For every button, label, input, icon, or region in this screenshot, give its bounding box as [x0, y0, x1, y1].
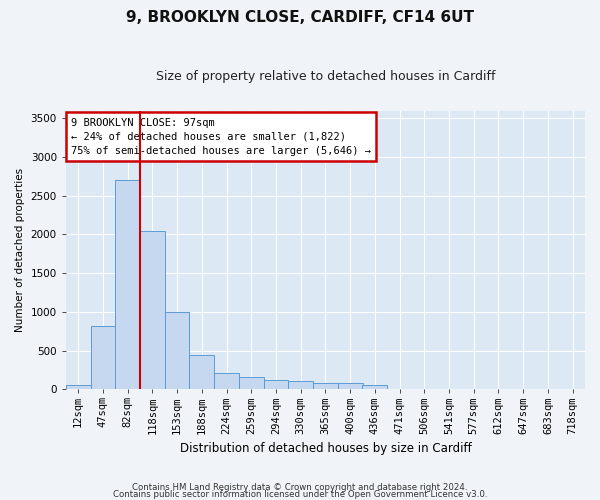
Bar — [313, 384, 338, 389]
Bar — [140, 230, 165, 389]
Bar — [165, 312, 190, 389]
Bar — [338, 384, 362, 389]
X-axis label: Distribution of detached houses by size in Cardiff: Distribution of detached houses by size … — [179, 442, 471, 455]
Text: 9, BROOKLYN CLOSE, CARDIFF, CF14 6UT: 9, BROOKLYN CLOSE, CARDIFF, CF14 6UT — [126, 10, 474, 25]
Text: 9 BROOKLYN CLOSE: 97sqm
← 24% of detached houses are smaller (1,822)
75% of semi: 9 BROOKLYN CLOSE: 97sqm ← 24% of detache… — [71, 118, 371, 156]
Bar — [362, 385, 387, 389]
Title: Size of property relative to detached houses in Cardiff: Size of property relative to detached ho… — [155, 70, 495, 83]
Bar — [289, 380, 313, 389]
Bar — [190, 355, 214, 389]
Text: Contains public sector information licensed under the Open Government Licence v3: Contains public sector information licen… — [113, 490, 487, 499]
Bar — [263, 380, 289, 389]
Bar — [115, 180, 140, 389]
Text: Contains HM Land Registry data © Crown copyright and database right 2024.: Contains HM Land Registry data © Crown c… — [132, 484, 468, 492]
Bar — [91, 326, 115, 389]
Bar — [214, 373, 239, 389]
Bar — [66, 385, 91, 389]
Bar — [239, 377, 263, 389]
Y-axis label: Number of detached properties: Number of detached properties — [15, 168, 25, 332]
